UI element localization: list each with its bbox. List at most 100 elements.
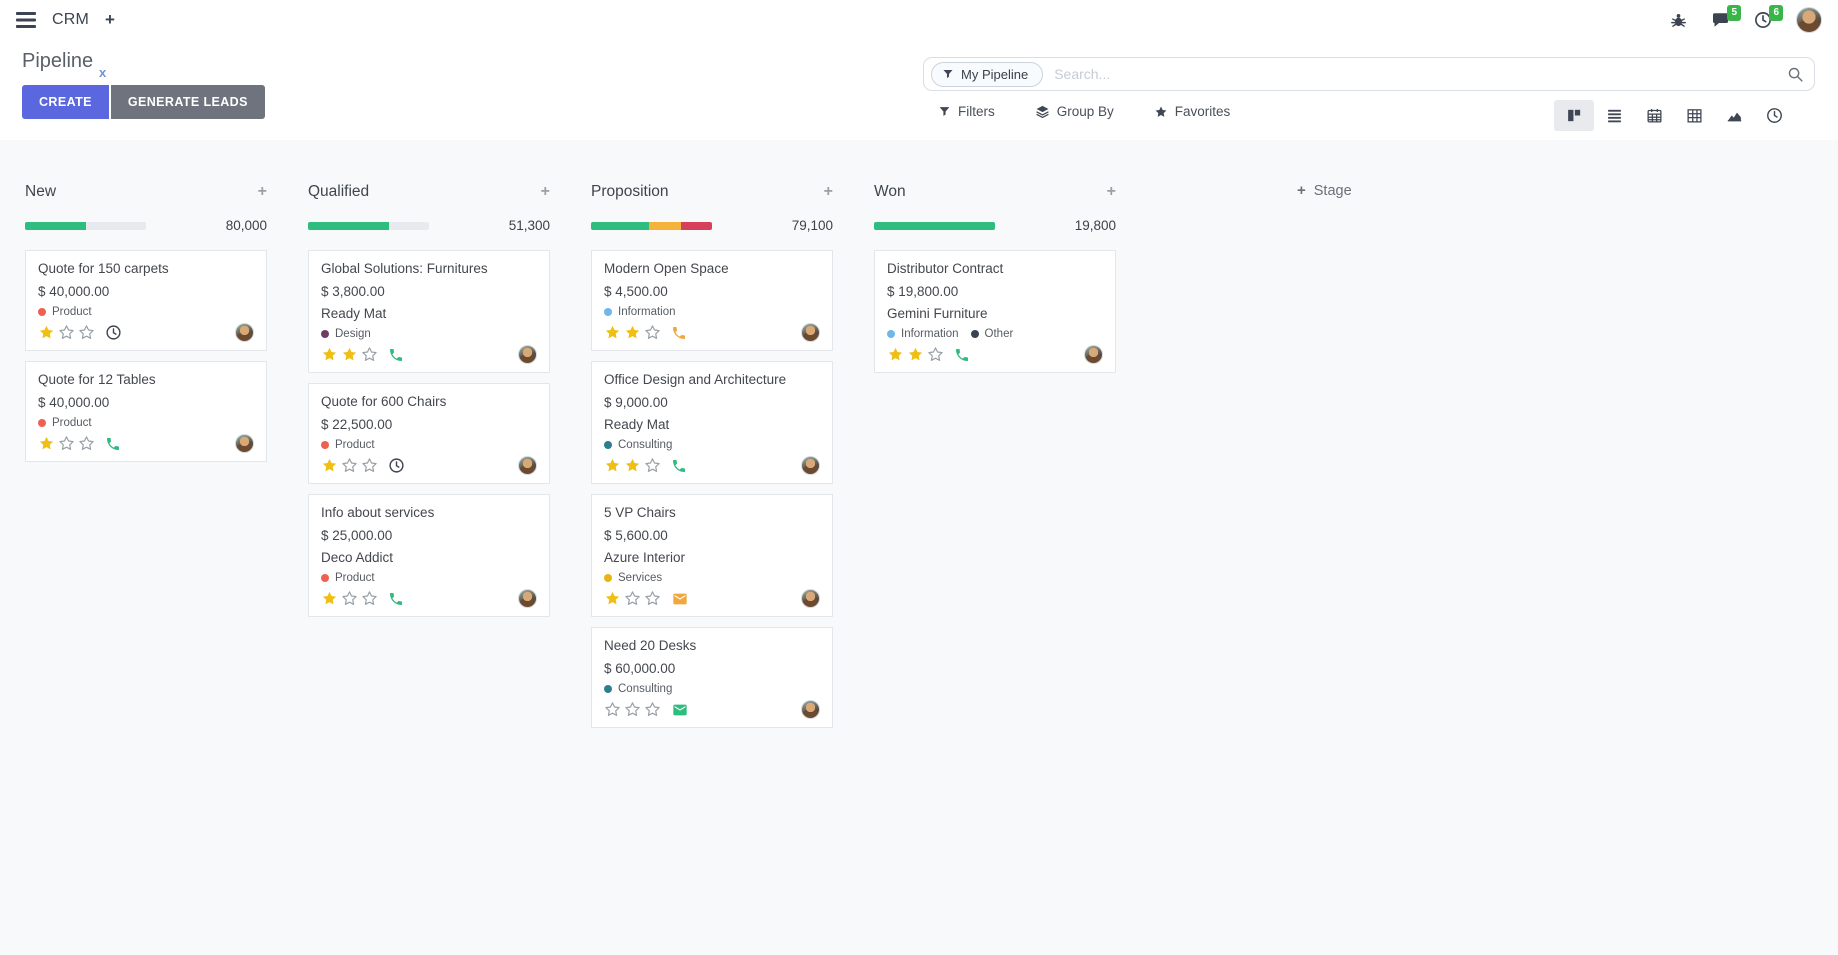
column-progressbar[interactable] [591, 221, 712, 230]
star-empty-icon[interactable] [644, 324, 661, 341]
activity-clock-icon[interactable] [388, 457, 405, 474]
star-empty-icon[interactable] [58, 435, 75, 452]
star-empty-icon[interactable] [58, 324, 75, 341]
remove-facet-icon[interactable]: x [99, 65, 107, 80]
favorites-button[interactable]: Favorites [1154, 104, 1230, 119]
star-empty-icon[interactable] [644, 457, 661, 474]
card-avatar[interactable] [518, 589, 537, 608]
view-kanban-button[interactable] [1554, 100, 1594, 131]
filters-button[interactable]: Filters [938, 104, 995, 119]
activity-mail-icon[interactable] [671, 702, 689, 718]
star-filled-icon[interactable] [38, 324, 55, 341]
card-avatar[interactable] [518, 456, 537, 475]
card-avatar[interactable] [235, 323, 254, 342]
tag[interactable]: Product [321, 572, 375, 584]
star-filled-icon[interactable] [604, 324, 621, 341]
star-filled-icon[interactable] [624, 324, 641, 341]
kanban-card[interactable]: Info about services $ 25,000.00 Deco Add… [308, 494, 550, 617]
app-name[interactable]: CRM [52, 11, 90, 28]
column-progressbar[interactable] [308, 221, 429, 230]
search-input[interactable] [1054, 66, 1787, 82]
activity-mail-icon[interactable] [671, 591, 689, 607]
star-empty-icon[interactable] [604, 701, 621, 718]
activity-phone-icon[interactable] [388, 591, 404, 607]
tag[interactable]: Information [604, 306, 676, 318]
star-empty-icon[interactable] [341, 457, 358, 474]
star-empty-icon[interactable] [644, 590, 661, 607]
column-progressbar[interactable] [874, 221, 995, 230]
view-pivot-button[interactable] [1674, 100, 1714, 131]
kanban-card[interactable]: Office Design and Architecture $ 9,000.0… [591, 361, 833, 484]
activity-phone-icon[interactable] [388, 347, 404, 363]
tag[interactable]: Consulting [604, 683, 672, 695]
tag[interactable]: Information [887, 328, 959, 340]
hamburger-menu-icon[interactable] [16, 12, 36, 28]
star-empty-icon[interactable] [78, 435, 95, 452]
card-avatar[interactable] [518, 345, 537, 364]
star-filled-icon[interactable] [38, 435, 55, 452]
generate-leads-button[interactable]: GENERATE LEADS [110, 85, 265, 119]
search-bar[interactable]: My Pipeline [923, 57, 1815, 91]
kanban-card[interactable]: Modern Open Space $ 4,500.00 Information [591, 250, 833, 351]
messages-icon[interactable]: 5 [1711, 5, 1741, 29]
tag[interactable]: Other [970, 328, 1013, 340]
kanban-card[interactable]: Distributor Contract $ 19,800.00 Gemini … [874, 250, 1116, 373]
view-activity-button[interactable] [1754, 100, 1794, 131]
quick-add-icon[interactable]: + [823, 183, 833, 200]
kanban-card[interactable]: Global Solutions: Furnitures $ 3,800.00 … [308, 250, 550, 373]
add-tab-icon[interactable]: + [105, 10, 115, 29]
star-filled-icon[interactable] [604, 590, 621, 607]
star-empty-icon[interactable] [644, 701, 661, 718]
star-empty-icon[interactable] [927, 346, 944, 363]
card-avatar[interactable] [801, 323, 820, 342]
star-empty-icon[interactable] [361, 346, 378, 363]
star-empty-icon[interactable] [78, 324, 95, 341]
star-filled-icon[interactable] [341, 346, 358, 363]
star-empty-icon[interactable] [341, 590, 358, 607]
activity-phone-icon[interactable] [954, 347, 970, 363]
quick-add-icon[interactable]: + [540, 183, 550, 200]
star-filled-icon[interactable] [907, 346, 924, 363]
star-empty-icon[interactable] [624, 701, 641, 718]
tag[interactable]: Product [321, 439, 375, 451]
card-avatar[interactable] [235, 434, 254, 453]
quick-add-icon[interactable]: + [1106, 183, 1116, 200]
activity-phone-icon[interactable] [671, 325, 687, 341]
star-empty-icon[interactable] [624, 590, 641, 607]
kanban-card[interactable]: Quote for 12 Tables $ 40,000.00 Product [25, 361, 267, 462]
activity-clock-icon[interactable] [105, 324, 122, 341]
column-title[interactable]: Won [874, 183, 906, 200]
card-avatar[interactable] [801, 589, 820, 608]
user-avatar[interactable] [1796, 7, 1822, 33]
search-icon[interactable] [1787, 66, 1804, 83]
star-filled-icon[interactable] [321, 457, 338, 474]
view-calendar-button[interactable] [1634, 100, 1674, 131]
view-list-button[interactable] [1594, 100, 1634, 131]
star-empty-icon[interactable] [361, 457, 378, 474]
add-stage-button[interactable]: + Stage [1297, 180, 1352, 199]
kanban-card[interactable]: Quote for 600 Chairs $ 22,500.00 Product [308, 383, 550, 484]
bug-icon[interactable] [1670, 12, 1687, 29]
create-button[interactable]: CREATE [22, 85, 109, 119]
card-avatar[interactable] [1084, 345, 1103, 364]
view-graph-button[interactable] [1714, 100, 1754, 131]
card-avatar[interactable] [801, 700, 820, 719]
star-filled-icon[interactable] [321, 346, 338, 363]
star-filled-icon[interactable] [321, 590, 338, 607]
activity-phone-icon[interactable] [671, 458, 687, 474]
tag[interactable]: Consulting [604, 439, 672, 451]
star-filled-icon[interactable] [887, 346, 904, 363]
tag[interactable]: Design [321, 328, 371, 340]
kanban-card[interactable]: Quote for 150 carpets $ 40,000.00 Produc… [25, 250, 267, 351]
star-empty-icon[interactable] [361, 590, 378, 607]
search-facet-my-pipeline[interactable]: My Pipeline [931, 61, 1044, 87]
tag[interactable]: Services [604, 572, 662, 584]
column-title[interactable]: Proposition [591, 183, 669, 200]
tag[interactable]: Product [38, 306, 92, 318]
quick-add-icon[interactable]: + [257, 183, 267, 200]
star-filled-icon[interactable] [604, 457, 621, 474]
column-title[interactable]: New [25, 183, 57, 200]
kanban-card[interactable]: 5 VP Chairs $ 5,600.00 Azure Interior Se… [591, 494, 833, 617]
star-filled-icon[interactable] [624, 457, 641, 474]
activity-phone-icon[interactable] [105, 436, 121, 452]
